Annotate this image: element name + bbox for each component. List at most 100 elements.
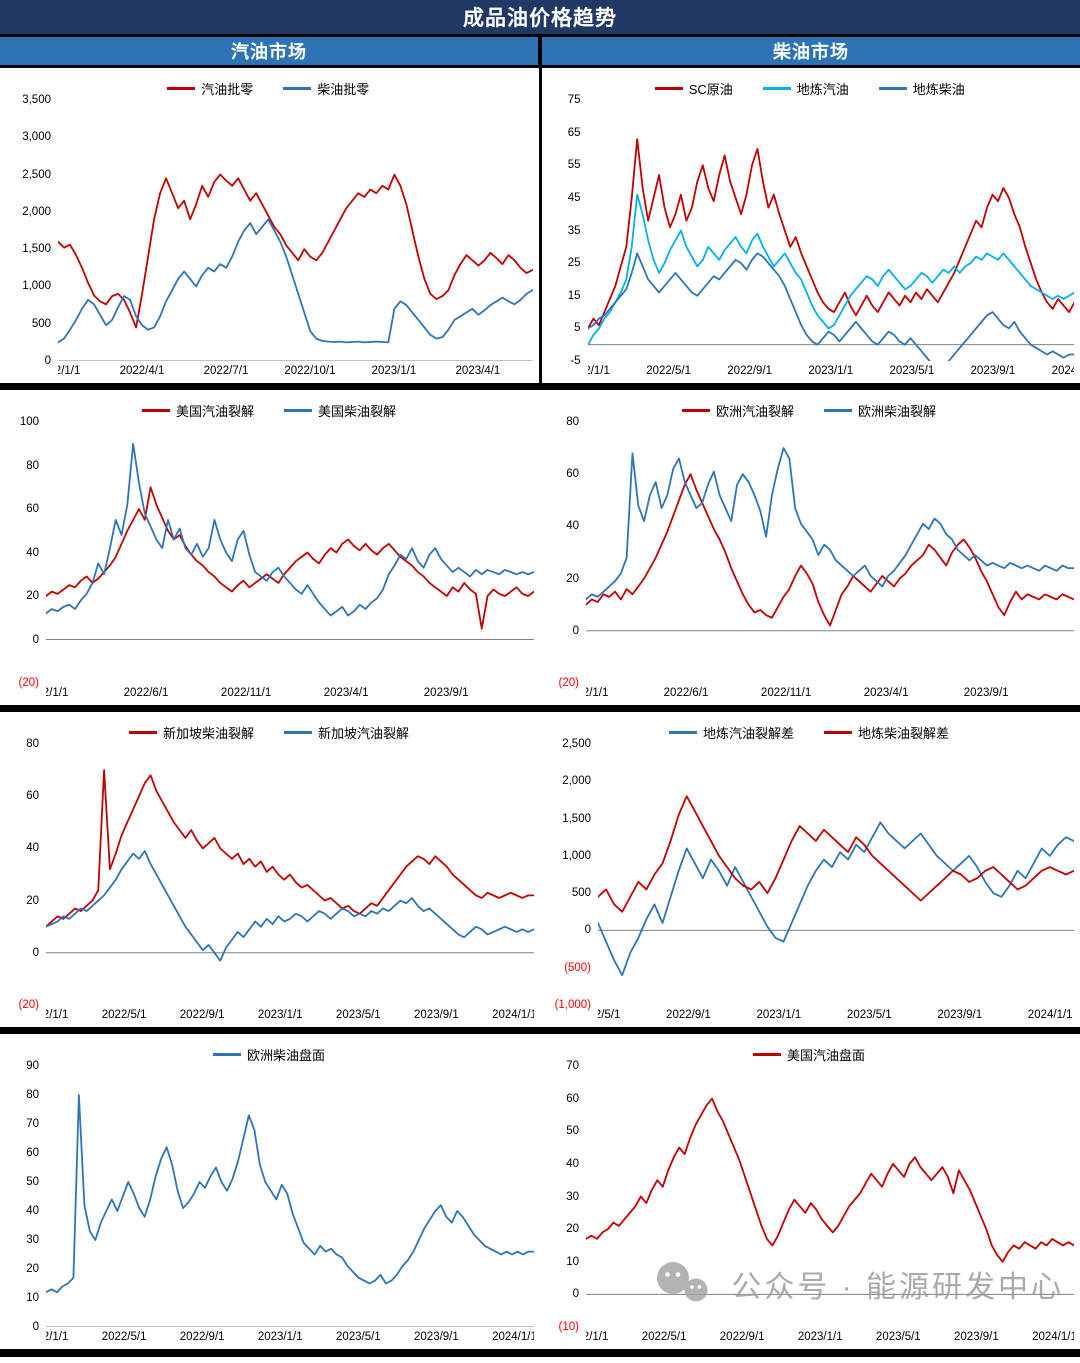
x-tick-label: 2022/11/1 [760,687,812,699]
series-line-新加坡柴油裂解 [46,770,534,927]
y-axis-labels: (20) 0 20 40 60 80 100 [4,416,46,689]
y-tick-label: 80 [26,459,39,472]
legend-line-swatch [141,408,170,412]
series-line-汽油批零 [58,175,533,328]
line-chart-svg [586,422,1074,683]
x-tick-label: 2023/9/1 [423,687,469,699]
y-tick-label: 1,500 [562,812,591,825]
y-tick-label: 3,500 [22,94,51,106]
legend-label: 地炼汽油 [796,81,849,97]
y-tick-label: 2,000 [562,775,591,788]
header-gasoline-market: 汽油市场 [0,37,542,65]
y-axis-labels: (1,000) (500) 0 500 1,000 1,500 2,000 2,500 [544,738,598,1011]
legend-line-swatch [167,86,196,90]
y-tick-label: 25 [567,257,581,270]
chart-legend: 美国汽油盘面 [544,1042,1074,1066]
series-line-欧洲柴油盘面 [46,1095,534,1292]
series-line-美国汽油裂解 [46,487,534,628]
plot-wrap: (20) 0 20 40 60 80 [4,738,534,1011]
x-tick-label: 2022/9/1 [179,1331,225,1343]
chart-legend: 新加坡柴油裂解 新加坡汽油裂解 [4,720,534,744]
legend-item: 美国汽油裂解 [141,401,254,420]
x-tick-label: 2022/9/1 [727,365,773,377]
y-tick-label: 60 [566,1092,579,1105]
chart-legend: 汽油批零 柴油批零 [4,76,533,100]
series-line-SC原油 [588,139,1075,328]
x-tick-label: 2023/9/1 [414,1331,459,1343]
x-axis-labels: 2022/1/1 2022/6/1 2022/11/1 2023/4/1 2023/9/… [586,683,1074,703]
legend-line-swatch [284,730,312,734]
header-diesel-market: 柴油市场 [542,37,1080,65]
x-tick-label: 2022/11/1 [220,687,272,699]
x-axis-labels: 2022/1/1 2022/4/1 2022/7/1 2022/10/1 2023/1/… [58,361,533,381]
line-chart-svg [58,100,533,361]
legend-item: 地炼汽油裂解差 [668,723,794,742]
series-line-地炼汽油 [588,195,1075,345]
y-tick-label: 0 [32,633,39,646]
x-tick-label: 2023/4/1 [323,687,369,699]
x-tick-label: 2022/1/1 [46,1009,69,1021]
x-tick-label: 2022/7/1 [203,365,249,377]
x-tick-label: 2024/1/1 [1051,365,1074,377]
x-tick-label: 2023/1/1 [257,1331,303,1343]
y-tick-label: 0 [572,1288,579,1301]
y-tick-label: 60 [26,1147,39,1159]
y-tick-label: 60 [566,468,579,481]
wechat-icon [657,1262,708,1302]
y-tick-label: 0 [44,355,51,367]
series-line-地炼柴油 [588,253,1075,361]
x-tick-label: 2023/5/1 [875,1331,921,1343]
legend-item: 欧洲汽油裂解 [681,401,794,420]
y-tick-label: 30 [26,1234,39,1246]
y-tick-label: 60 [26,503,39,515]
legend-label: 美国汽油盘面 [786,1047,865,1063]
x-tick-label: 2023/1/1 [257,1009,303,1021]
y-tick-label: 40 [26,842,39,855]
legend-item: 新加坡汽油裂解 [284,723,409,742]
x-tick-label: 2022/6/1 [663,687,709,699]
chart-refinery-crack-differentials: 地炼汽油裂解差 地炼柴油裂解差 (1,000) (500) 0 500 1,000 1,50… [540,712,1080,1027]
x-tick-label: 2022/1/1 [586,1331,609,1343]
plot-wrap: 0 10 20 30 40 50 60 70 80 90 [4,1060,534,1333]
y-tick-label: 60 [26,790,39,803]
x-tick-label: 2022/5/1 [101,1331,147,1343]
y-tick-label: 2,000 [22,205,51,218]
y-tick-label: 20 [566,572,579,585]
line-chart-svg [46,422,534,683]
plot-wrap: (20) 0 20 40 60 80 [544,416,1074,689]
y-tick-label: 40 [566,520,579,533]
series-line-美国柴油裂解 [46,444,534,616]
y-tick-label: 80 [26,1089,39,1101]
series-line-地炼柴油裂解差 [598,796,1074,912]
legend-line-swatch [668,730,697,734]
chart-legend: 地炼汽油裂解差 地炼柴油裂解差 [544,720,1074,744]
y-axis-labels: (20) 0 20 40 60 80 [544,416,586,689]
y-tick-label: 0 [32,1321,39,1333]
y-tick-label: 1,000 [22,280,51,293]
y-tick-label: 30 [566,1190,579,1203]
x-tick-label: 2022/5/1 [101,1009,147,1021]
y-axis-labels: (20) 0 20 40 60 80 [4,738,46,1011]
legend-line-swatch [824,408,852,412]
x-tick-label: 2023/9/1 [970,365,1016,377]
y-tick-label: 65 [567,126,581,139]
series-line-欧洲汽油裂解 [586,474,1074,625]
y-tick-label: 0 [32,946,39,959]
x-tick-label: 2022/4/1 [119,365,165,377]
y-tick-label: 80 [566,416,579,428]
series-line-欧洲柴油裂解 [586,448,1074,599]
watermark: 公众号 · 能源研发中心 [651,1259,1064,1309]
y-tick-label: 20 [26,1263,39,1275]
legend-label: 美国汽油裂解 [175,403,254,419]
plot-area [58,100,533,361]
y-axis-labels: 0 500 1,000 1,500 2,000 2,500 3,000 3,500 [4,94,58,367]
x-tick-label: 2022/5/1 [641,1331,687,1343]
chart-gasoline-diesel-wholesale-retail: 汽油批零 柴油批零 0 500 1,000 1,500 2,000 2,500 3,000 3,… [0,68,542,383]
legend-line-swatch [681,408,710,412]
plot-area [46,744,534,1005]
